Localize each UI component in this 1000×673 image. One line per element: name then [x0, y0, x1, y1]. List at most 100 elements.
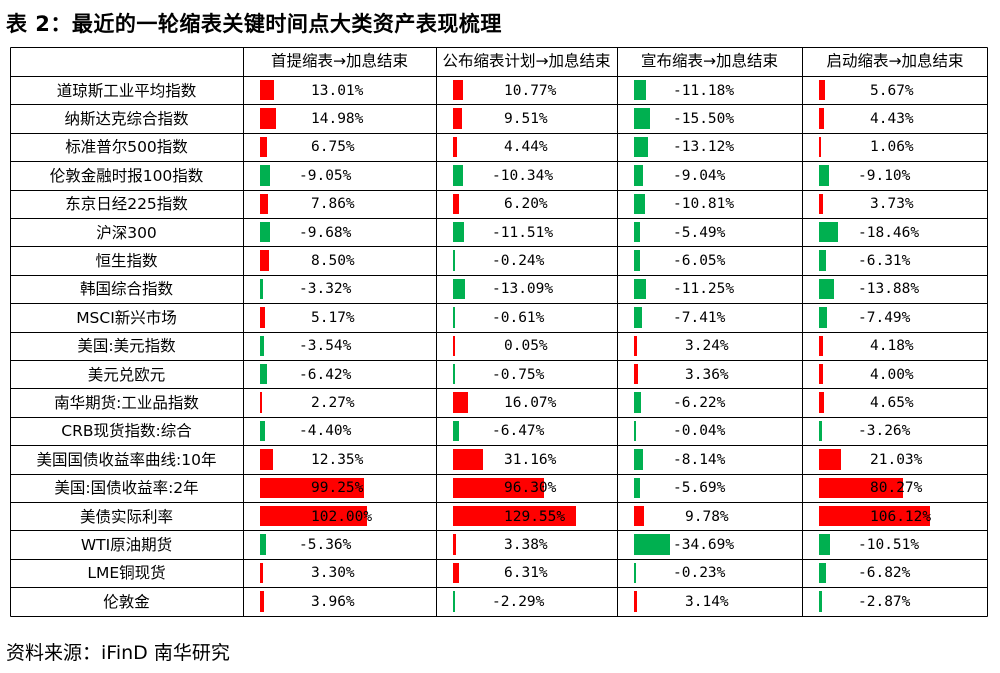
- value-label: 4.43%: [870, 110, 914, 127]
- value-bar: [634, 534, 671, 555]
- row-label: 恒生指数: [95, 251, 158, 270]
- value-label: 3.30%: [311, 565, 355, 582]
- value-label: -7.41%: [673, 309, 726, 326]
- value-label: -9.10%: [858, 167, 911, 184]
- value-bar: [453, 449, 483, 470]
- value-bar: [260, 420, 265, 442]
- value-label: -3.54%: [299, 338, 352, 355]
- value-label: -5.49%: [673, 224, 726, 241]
- row-label: 标准普尔500指数: [65, 138, 188, 157]
- value-bar: [453, 335, 455, 356]
- row-label: 南华期货:工业品指数: [54, 393, 199, 412]
- value-label: 13.01%: [311, 82, 364, 99]
- value-label: 4.44%: [504, 139, 548, 156]
- value-bar: [260, 108, 276, 129]
- value-label: -18.46%: [858, 224, 920, 241]
- value-bar: [260, 449, 273, 470]
- value-label: 5.17%: [311, 309, 355, 326]
- value-label: -2.29%: [492, 593, 545, 610]
- value-bar: [634, 108, 651, 129]
- value-label: -6.47%: [492, 423, 545, 440]
- value-label: -7.49%: [858, 309, 911, 326]
- column-header: 公布缩表计划→加息结束: [442, 52, 611, 70]
- value-bar: [634, 222, 640, 243]
- value-label: -0.24%: [492, 252, 545, 269]
- value-bar: [634, 506, 645, 527]
- value-label: -11.25%: [673, 281, 735, 298]
- value-label: -9.68%: [299, 224, 352, 241]
- value-label: -5.36%: [299, 536, 352, 553]
- value-bar: [819, 562, 827, 584]
- value-bar: [453, 420, 460, 442]
- value-bar: [819, 477, 904, 498]
- row-label: LME铜现货: [87, 564, 166, 583]
- value-label: -6.22%: [673, 394, 726, 411]
- value-label: 99.25%: [311, 480, 364, 497]
- value-bar: [260, 165, 270, 186]
- value-label: 129.55%: [504, 508, 566, 525]
- value-label: 96.30%: [504, 480, 557, 497]
- row-label: 美元兑欧元: [87, 365, 166, 384]
- value-label: 10.77%: [504, 82, 557, 99]
- row-label: 东京日经225指数: [65, 195, 188, 214]
- value-label: -10.34%: [492, 167, 554, 184]
- value-label: -0.75%: [492, 366, 545, 383]
- value-label: -0.04%: [673, 423, 726, 440]
- value-label: 3.36%: [685, 366, 729, 383]
- value-label: 14.98%: [311, 110, 364, 127]
- value-bar: [453, 278, 466, 300]
- value-bar: [634, 307, 642, 328]
- value-bar: [260, 506, 368, 527]
- value-bar: [819, 278, 834, 300]
- row-label: WTI原油期货: [80, 535, 173, 554]
- value-bar: [260, 477, 365, 498]
- value-bar: [634, 477, 640, 498]
- value-label: -13.12%: [673, 139, 735, 156]
- value-bar: [819, 250, 826, 271]
- value-bar: [819, 165, 829, 186]
- row-label: 美国国债收益率曲线:10年: [36, 450, 217, 469]
- value-label: 4.18%: [870, 338, 914, 355]
- value-label: -6.82%: [858, 565, 911, 582]
- value-bar: [819, 420, 823, 442]
- row-label: 美国:国债收益率:2年: [54, 479, 199, 498]
- value-bar: [453, 165, 463, 186]
- value-bar: [260, 392, 263, 413]
- value-bar: [260, 222, 271, 243]
- value-label: 0.05%: [504, 338, 548, 355]
- value-bar: [453, 250, 455, 271]
- value-label: -34.69%: [673, 536, 735, 553]
- value-label: 12.35%: [311, 451, 364, 468]
- value-label: -8.14%: [673, 451, 726, 468]
- value-bar: [819, 449, 842, 470]
- value-bar: [260, 250, 269, 271]
- value-bar: [634, 165, 644, 186]
- value-bar: [634, 335, 638, 356]
- column-header: 启动缩表→加息结束: [826, 52, 964, 70]
- value-bar: [634, 193, 646, 214]
- value-bar: [260, 193, 269, 214]
- value-label: -3.32%: [299, 281, 352, 298]
- table-title: 表 2：最近的一轮缩表关键时间点大类资产表现梳理: [6, 12, 502, 36]
- value-bar: [634, 278, 646, 300]
- value-label: 1.06%: [870, 139, 914, 156]
- value-bar: [634, 449, 643, 470]
- value-label: -0.61%: [492, 309, 545, 326]
- value-bar: [453, 307, 455, 328]
- row-label: 纳斯达克综合指数: [64, 109, 189, 128]
- value-bar: [634, 250, 641, 271]
- value-bar: [453, 364, 455, 385]
- value-label: 3.14%: [685, 593, 729, 610]
- value-bar: [634, 420, 636, 442]
- column-header: 宣布缩表→加息结束: [641, 52, 778, 70]
- row-label: 伦敦金融时报100指数: [49, 166, 204, 185]
- column-header: 首提缩表→加息结束: [271, 52, 408, 70]
- value-label: 31.16%: [504, 451, 557, 468]
- value-bar: [453, 193, 459, 214]
- row-label: 韩国综合指数: [79, 280, 173, 299]
- value-label: -5.69%: [673, 480, 726, 497]
- value-bar: [453, 506, 577, 527]
- value-label: -9.05%: [299, 167, 352, 184]
- value-label: 3.73%: [870, 196, 914, 213]
- value-label: 6.75%: [311, 139, 355, 156]
